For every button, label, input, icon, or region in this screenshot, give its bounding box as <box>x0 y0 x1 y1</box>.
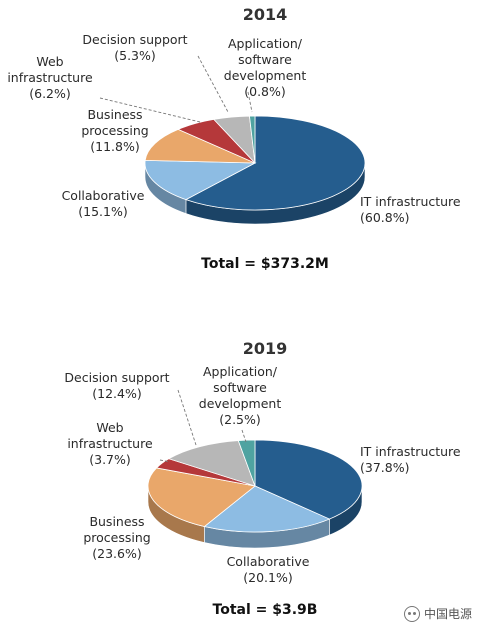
pie-slice <box>237 439 256 487</box>
pie-slice <box>144 128 256 164</box>
slice-label: Application/software development (0.8%) <box>224 36 307 99</box>
leader-line <box>197 55 229 113</box>
leader-line <box>247 91 253 113</box>
slice-label: Collaborative (20.1%) <box>227 554 310 585</box>
pie-slice <box>167 440 256 487</box>
pie-chart-2014: 2014 IT infrastructure (60.8%) Collaborativ… <box>7 5 461 272</box>
slice-label: Business processing (11.8%) <box>81 107 148 154</box>
pie-slice <box>249 115 256 164</box>
pie-slice <box>203 485 331 533</box>
leader-line <box>177 389 197 446</box>
chart-total: Total = $3.9B <box>213 602 318 618</box>
wechat-icon <box>403 605 420 622</box>
leader-line <box>99 97 201 123</box>
pie-slice <box>184 115 366 211</box>
pie-slice <box>254 439 363 520</box>
slice-label: Decision support (5.3%) <box>82 32 187 63</box>
slice-label: Web infrastructure (6.2%) <box>7 54 93 101</box>
slice-label: Application/software development (2.5%) <box>199 364 282 427</box>
chart-total: Total = $373.2M <box>201 256 329 272</box>
pie-chart-2019: 2019 IT infrastructure (37.8%) Collaborativ… <box>64 339 461 618</box>
slice-label: Web infrastructure (3.7%) <box>67 420 153 467</box>
leader-line <box>241 429 247 443</box>
pie-slice <box>147 467 256 527</box>
slice-label: Business processing (23.6%) <box>83 514 150 561</box>
watermark: 中国电源 <box>403 605 472 622</box>
slice-label: IT infrastructure (37.8%) <box>360 444 461 475</box>
pie-slice <box>144 159 257 201</box>
chart-title: 2019 <box>243 339 288 358</box>
slice-label: Collaborative (15.1%) <box>62 188 145 219</box>
slice-label: Decision support (12.4%) <box>64 370 169 401</box>
slice-label: IT infrastructure (60.8%) <box>360 194 461 225</box>
chart-title: 2014 <box>243 5 288 24</box>
watermark-text: 中国电源 <box>423 607 472 621</box>
leader-line <box>159 459 171 463</box>
